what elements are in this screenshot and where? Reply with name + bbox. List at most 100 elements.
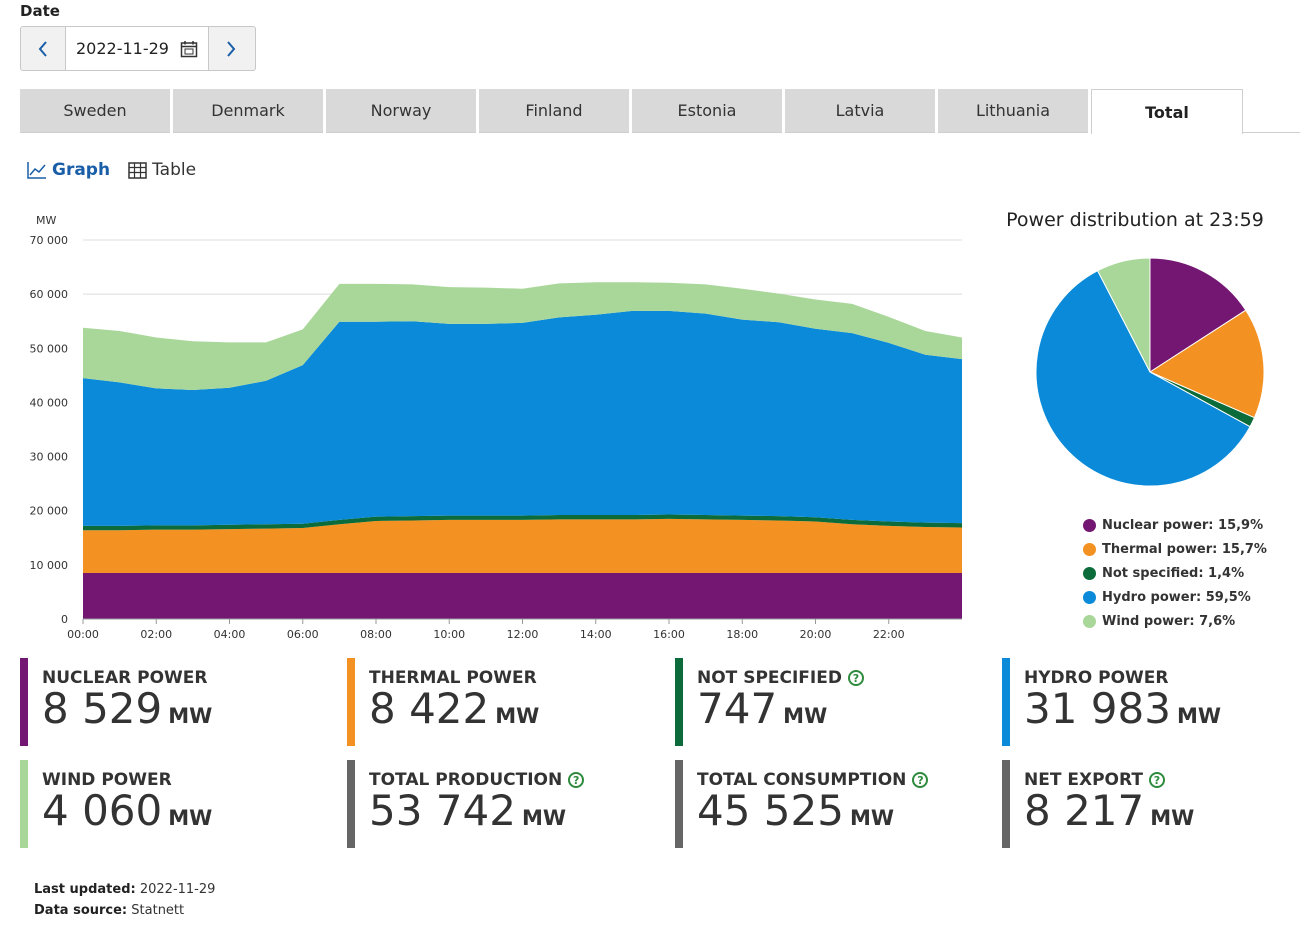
graph-view-label: Graph [52, 160, 111, 180]
stat-label: TOTAL CONSUMPTION [697, 770, 907, 790]
tab-latvia[interactable]: Latvia [785, 89, 935, 133]
y-tick-label: 40 000 [30, 396, 69, 409]
x-tick-label: 20:00 [800, 628, 832, 641]
line-chart-icon [27, 162, 46, 179]
stat-unit: MW [168, 806, 213, 830]
legend-label: Wind power: 7,6% [1102, 613, 1236, 629]
pie-title: Power distribution at 23:59 [1006, 209, 1264, 231]
area-series-hydro-power[interactable] [83, 310, 962, 526]
y-tick-label: 10 000 [30, 559, 69, 572]
stat-total-production: TOTAL PRODUCTION? 53 742 MW [347, 760, 647, 848]
stat-unit: MW [168, 704, 213, 728]
graph-view-button[interactable]: Graph [27, 160, 110, 180]
stat-unit: MW [1150, 806, 1195, 830]
help-icon[interactable]: ? [568, 772, 585, 788]
area-series-wind-power[interactable] [83, 282, 962, 390]
area-series-thermal-power[interactable] [83, 518, 962, 573]
date-input[interactable]: 2022-11-29 [65, 27, 209, 70]
stat-label: NUCLEAR POWER [42, 668, 208, 688]
x-tick-label: 14:00 [580, 628, 612, 641]
next-day-button[interactable] [209, 27, 253, 70]
x-tick-label: 12:00 [507, 628, 539, 641]
pie-slice-hydro-power[interactable] [1035, 270, 1251, 487]
chevron-right-icon [227, 40, 236, 57]
stat-unit: MW [521, 806, 567, 830]
help-icon[interactable]: ? [1148, 772, 1165, 788]
last-updated: Last updated: 2022-11-29 [34, 879, 215, 900]
legend-item-wind[interactable]: Wind power: 7,6% [1083, 609, 1267, 633]
stat-not-specified: NOT SPECIFIED? 747 MW [675, 658, 975, 746]
tab-estonia[interactable]: Estonia [632, 89, 782, 133]
footer: Last updated: 2022-11-29 Data source: St… [34, 879, 215, 921]
legend-item-nuclear[interactable]: Nuclear power: 15,9% [1083, 513, 1267, 537]
legend-marker [1083, 566, 1096, 580]
y-tick-label: 30 000 [30, 451, 69, 464]
legend-marker [1083, 590, 1096, 604]
legend-item-not-specified[interactable]: Not specified: 1,4% [1083, 561, 1267, 585]
previous-day-button[interactable] [21, 27, 65, 70]
help-icon[interactable]: ? [847, 670, 864, 686]
y-axis-unit: MW [36, 214, 56, 227]
data-source-label: Data source: [34, 903, 128, 918]
x-tick-label: 06:00 [287, 628, 319, 641]
stat-label: TOTAL PRODUCTION [369, 770, 563, 790]
country-tabs: Sweden Denmark Norway Finland Estonia La… [20, 89, 1300, 134]
table-view-button[interactable]: Table [128, 160, 196, 180]
stat-unit: MW [495, 704, 540, 728]
x-tick-label: 10:00 [433, 628, 465, 641]
stat-net-export: NET EXPORT? 8 217 MW [1002, 760, 1302, 848]
tab-lithuania[interactable]: Lithuania [938, 89, 1088, 133]
stat-label: HYDRO POWER [1024, 668, 1169, 688]
view-toggle: Graph Table [27, 160, 196, 180]
tab-total[interactable]: Total [1091, 89, 1243, 134]
stat-total-consumption: TOTAL CONSUMPTION? 45 525 MW [675, 760, 975, 848]
pie-legend: Nuclear power: 15,9% Thermal power: 15,7… [1083, 513, 1267, 633]
last-updated-label: Last updated: [34, 882, 136, 897]
legend-marker [1083, 518, 1096, 532]
stat-value: 31 983 [1024, 684, 1171, 733]
pie-slice-wind-power[interactable] [1096, 257, 1151, 373]
chevron-left-icon [38, 40, 47, 57]
x-tick-label: 18:00 [726, 628, 758, 641]
stat-unit: MW [783, 704, 828, 728]
stat-label: THERMAL POWER [369, 668, 537, 688]
x-tick-label: 02:00 [140, 628, 172, 641]
legend-marker [1083, 542, 1096, 556]
stat-wind-power: WIND POWER 4 060 MW [20, 760, 320, 848]
pie-slice-nuclear-power[interactable] [1149, 257, 1247, 373]
y-tick-label: 20 000 [30, 505, 69, 518]
stat-value: 8 529 [42, 684, 163, 733]
table-view-label: Table [152, 160, 197, 180]
stat-unit: MW [849, 806, 895, 830]
distribution-pie-chart [1035, 257, 1265, 487]
y-tick-label: 60 000 [30, 288, 69, 301]
x-tick-label: 22:00 [873, 628, 905, 641]
legend-label: Hydro power: 59,5% [1102, 589, 1251, 605]
calendar-icon[interactable] [180, 40, 198, 58]
x-tick-label: 04:00 [214, 628, 246, 641]
stat-value: 4 060 [42, 786, 163, 835]
tab-sweden[interactable]: Sweden [20, 89, 170, 133]
legend-item-hydro[interactable]: Hydro power: 59,5% [1083, 585, 1267, 609]
stat-value: 53 742 [369, 786, 516, 835]
stat-hydro-power: HYDRO POWER 31 983 MW [1002, 658, 1302, 746]
tab-denmark[interactable]: Denmark [173, 89, 323, 133]
date-picker: 2022-11-29 [20, 26, 256, 71]
production-area-chart: MW 0 10 000 20 000 30 000 40 000 50 000 60 000 7… [30, 214, 962, 641]
y-tick-label: 0 [61, 613, 68, 626]
tab-norway[interactable]: Norway [326, 89, 476, 133]
area-series-not-specified[interactable] [83, 514, 962, 531]
data-source: Data source: Statnett [34, 900, 215, 921]
data-source-value: Statnett [131, 903, 185, 918]
area-series-nuclear-power[interactable] [83, 572, 962, 619]
x-tick-label: 00:00 [67, 628, 99, 641]
tab-finland[interactable]: Finland [479, 89, 629, 133]
y-tick-label: 70 000 [30, 234, 69, 247]
legend-item-thermal[interactable]: Thermal power: 15,7% [1083, 537, 1267, 561]
pie-slice-thermal-power[interactable] [1148, 309, 1265, 419]
y-tick-label: 50 000 [30, 342, 69, 355]
help-icon[interactable]: ? [912, 772, 929, 788]
x-tick-label: 08:00 [360, 628, 392, 641]
stat-label: NOT SPECIFIED [697, 668, 842, 688]
stat-value: 8 217 [1024, 786, 1145, 835]
